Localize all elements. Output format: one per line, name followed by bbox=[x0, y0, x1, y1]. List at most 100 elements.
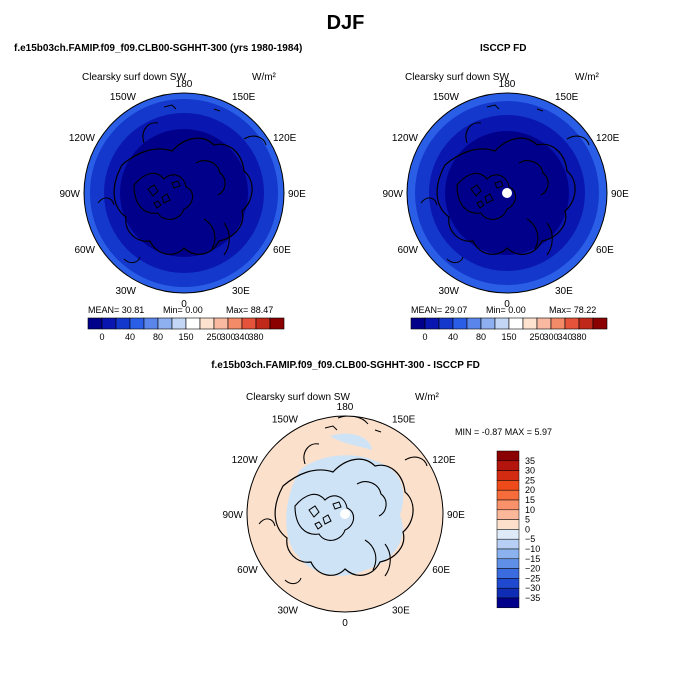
hbar1-swatch bbox=[171, 317, 187, 330]
vbar-swatch bbox=[496, 578, 520, 589]
vbar-tick-label: −10 bbox=[525, 544, 540, 554]
panel3-subtitle: Clearsky surf down SW bbox=[246, 392, 350, 403]
panel3-minmax: MIN = -0.87 MAX = 5.97 bbox=[455, 427, 553, 437]
panel3-pole-hole bbox=[340, 509, 350, 519]
hbar1-swatch bbox=[227, 317, 243, 330]
panel3-lon-label-top: 180 bbox=[337, 402, 354, 413]
panel1-lon-label-l: 90W bbox=[59, 189, 80, 200]
vbar-tick-label: 20 bbox=[525, 485, 535, 495]
hbar2-tick-label: 300 bbox=[543, 332, 558, 342]
vbar-swatch bbox=[496, 460, 520, 471]
panel1-lon-label-lb: 60W bbox=[74, 245, 95, 256]
hbar2-swatch bbox=[480, 317, 496, 330]
hbar1-tick-label: 0 bbox=[99, 332, 104, 342]
panel2-lon-label-l: 90W bbox=[382, 189, 403, 200]
hbar2-swatch bbox=[564, 317, 580, 330]
panel2-min: Min= 0.00 bbox=[486, 305, 526, 315]
hbar2-tick-label: 80 bbox=[476, 332, 486, 342]
vbar-swatch bbox=[496, 509, 520, 520]
vbar-swatch bbox=[496, 538, 520, 550]
panel3-lon-label-tl: 150W bbox=[272, 415, 299, 426]
vbar-tick-label: 10 bbox=[525, 505, 535, 515]
hbar2-tick-label: 40 bbox=[448, 332, 458, 342]
vbar-tick-label: 0 bbox=[525, 524, 530, 534]
panel2-lon-label-rt: 120E bbox=[596, 133, 620, 144]
hbar1-tick-label: 340 bbox=[234, 332, 249, 342]
panel3-header: f.e15b03ch.FAMIP.f09_f09.CLB00-SGHHT-300… bbox=[211, 360, 480, 371]
panel2-max: Max= 78.22 bbox=[549, 305, 597, 315]
vbar-swatch bbox=[496, 597, 520, 609]
panel1-subtitle: Clearsky surf down SW bbox=[82, 72, 186, 83]
hbar2-swatch bbox=[438, 317, 454, 330]
panel2-mean: MEAN= 29.07 bbox=[411, 305, 468, 315]
hbar1-swatch bbox=[143, 317, 159, 330]
vbar-swatch bbox=[496, 480, 520, 491]
panel2-lon-label-bottom: 0 bbox=[504, 299, 510, 310]
panel1-header: f.e15b03ch.FAMIP.f09_f09.CLB00-SGHHT-300… bbox=[14, 43, 303, 54]
vbar-tick-label: −20 bbox=[525, 564, 540, 574]
panel1-map-core bbox=[120, 129, 248, 257]
hbar1-tick-label: 300 bbox=[220, 332, 235, 342]
panel2-lon-label-lb: 60W bbox=[397, 245, 418, 256]
panel1-lon-label-tl: 150W bbox=[110, 92, 137, 103]
hbar1-tick-label: 40 bbox=[125, 332, 135, 342]
panel1-map bbox=[83, 92, 285, 294]
hbar1-tick-label: 80 bbox=[153, 332, 163, 342]
hbar2-swatch bbox=[410, 317, 426, 330]
panel2-header: ISCCP FD bbox=[480, 43, 527, 54]
hbar2-tick-label: 150 bbox=[501, 332, 516, 342]
panel1-lon-label-bl: 30W bbox=[115, 286, 136, 297]
hbar2-swatch bbox=[508, 317, 524, 330]
vbar-tick-label: −15 bbox=[525, 554, 540, 564]
hbar2-swatch bbox=[424, 317, 440, 330]
hbar2-swatch bbox=[522, 317, 538, 330]
vbar-tick-label: 35 bbox=[525, 456, 535, 466]
panel3-units: W/m² bbox=[415, 392, 439, 403]
panel2-lon-label-bl: 30W bbox=[438, 286, 459, 297]
hbar1-tick-label: 250 bbox=[206, 332, 221, 342]
vbar-swatch bbox=[496, 548, 520, 560]
vbar-swatch bbox=[496, 558, 520, 569]
hbar2-swatch bbox=[578, 317, 594, 330]
panel1-lon-label-top: 180 bbox=[176, 79, 193, 90]
hbar1-swatch bbox=[213, 317, 229, 330]
hbar2-tick-label: 380 bbox=[571, 332, 586, 342]
hbar2-swatch bbox=[550, 317, 566, 330]
panel3-lon-label-br: 30E bbox=[392, 605, 410, 616]
panel2-lon-label-r: 90E bbox=[611, 189, 629, 200]
panel3-lon-label-bottom: 0 bbox=[342, 618, 348, 629]
vbar-swatch bbox=[496, 587, 520, 599]
panel2-lon-label-lt: 120W bbox=[392, 133, 419, 144]
panel3-lon-label-rt: 120E bbox=[432, 455, 456, 466]
hbar2-tick-label: 340 bbox=[557, 332, 572, 342]
main-title: DJF bbox=[326, 12, 365, 34]
vbar-swatch bbox=[496, 450, 520, 462]
hbar1-tick-label: 380 bbox=[248, 332, 263, 342]
panel3-lon-label-tr: 150E bbox=[392, 415, 416, 426]
hbar1-swatch bbox=[87, 317, 103, 330]
panel2-subtitle: Clearsky surf down SW bbox=[405, 72, 509, 83]
vbar-swatch bbox=[496, 470, 520, 481]
vbar-tick-label: 15 bbox=[525, 495, 535, 505]
hbar1-swatch bbox=[199, 317, 215, 330]
vbar-tick-label: 5 bbox=[525, 515, 530, 525]
hbar1-swatch bbox=[185, 317, 201, 330]
hbar1-swatch bbox=[241, 317, 257, 330]
hbar1-swatch bbox=[101, 317, 117, 330]
panel1-lon-label-r: 90E bbox=[288, 189, 306, 200]
panel3-lon-label-l: 90W bbox=[222, 510, 243, 521]
panel3-lon-label-r: 90E bbox=[447, 510, 465, 521]
vbar-tick-label: −35 bbox=[525, 593, 540, 603]
hbar1-swatch bbox=[129, 317, 145, 330]
vbar-swatch bbox=[496, 568, 520, 579]
panel1-lon-label-lt: 120W bbox=[69, 133, 96, 144]
panel3-lon-label-lt: 120W bbox=[232, 455, 259, 466]
panel2-pole-hole bbox=[502, 188, 512, 198]
panel1-lon-label-rb: 60E bbox=[273, 245, 291, 256]
panel1-max: Max= 88.47 bbox=[226, 305, 274, 315]
panel1-lon-label-br: 30E bbox=[232, 286, 250, 297]
panel2-lon-label-rb: 60E bbox=[596, 245, 614, 256]
panel1-lon-label-bottom: 0 bbox=[181, 299, 187, 310]
panel3-map bbox=[246, 415, 444, 613]
